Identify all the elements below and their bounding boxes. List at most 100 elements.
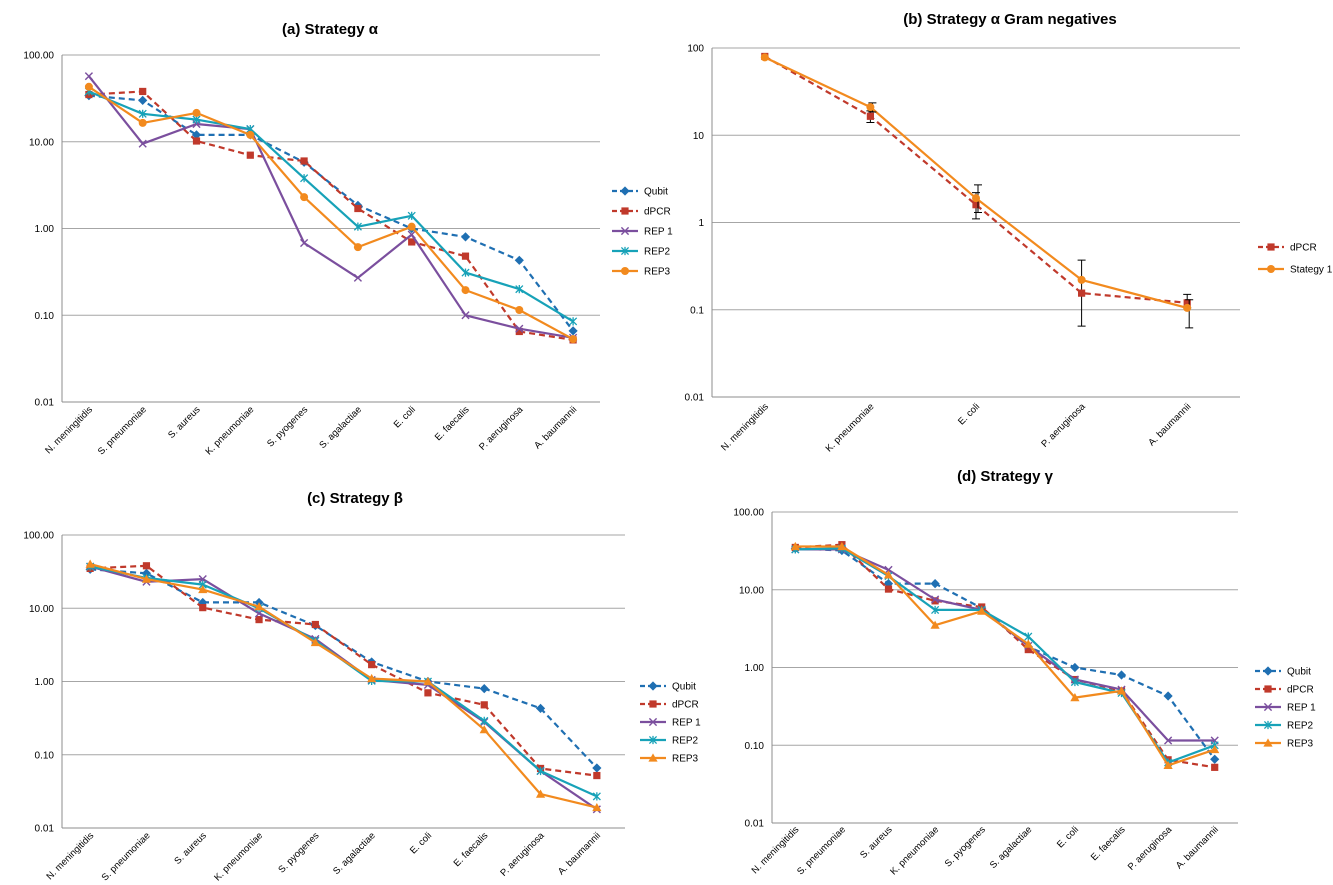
data-point — [300, 193, 309, 202]
series-1 — [760, 53, 1194, 329]
data-point — [408, 238, 416, 246]
data-point — [1183, 299, 1191, 307]
data-point — [407, 222, 416, 231]
data-point — [930, 578, 940, 589]
data-point — [1183, 303, 1192, 312]
y-tick-label: 100.00 — [23, 51, 54, 62]
data-point — [1078, 289, 1086, 297]
data-point — [138, 109, 147, 118]
x-tick-label: P. aeruginosa — [1039, 401, 1088, 450]
legend-marker — [1264, 685, 1272, 693]
legend-marker — [648, 681, 658, 691]
series-1 — [791, 541, 1219, 771]
data-point — [138, 139, 147, 148]
chart-panel-1: (b) Strategy α Gram negatives 100 10 1 0.1 0.… — [685, 11, 1333, 454]
data-point — [461, 252, 470, 260]
legend-label: dPCR — [1287, 685, 1314, 696]
data-point — [85, 559, 95, 568]
x-tick-label: S. aureus — [172, 830, 209, 867]
legend-marker — [620, 186, 630, 196]
data-point — [866, 103, 875, 112]
series-line — [795, 547, 1216, 760]
series-line — [88, 75, 574, 339]
data-point — [138, 95, 148, 105]
x-tick-label: E. coli — [1055, 824, 1081, 850]
legend-label: dPCR — [1290, 243, 1317, 254]
data-point — [1210, 744, 1220, 754]
series-line — [795, 545, 1216, 767]
series-line — [764, 56, 1188, 309]
chart-title: (d) Strategy γ — [957, 468, 1054, 485]
data-point — [1070, 662, 1080, 673]
data-point — [1164, 736, 1173, 745]
data-point — [1070, 693, 1080, 702]
data-point — [515, 305, 524, 314]
x-tick-label: P. aeruginosa — [477, 404, 526, 453]
data-point — [300, 238, 309, 248]
data-point — [515, 327, 523, 336]
legend: Qubit dPCR REP 1 REP2 REP3 — [1255, 666, 1316, 750]
series-3 — [791, 544, 1219, 767]
data-point — [569, 335, 578, 344]
data-point — [310, 637, 320, 647]
series-4 — [84, 82, 578, 344]
data-point — [367, 673, 377, 683]
legend-label: REP3 — [644, 267, 671, 278]
data-point — [199, 604, 207, 612]
x-tick-label: K. pneumoniae — [212, 830, 265, 883]
y-tick-label: 100.00 — [733, 508, 764, 519]
x-tick-label: E. coli — [408, 830, 434, 856]
chart-panel-3: (d) Strategy γ 100.00 10.00 1.00 0.10 0.01N. … — [733, 468, 1316, 877]
x-tick-label: E. faecalis — [1089, 824, 1128, 863]
data-point — [1024, 645, 1032, 654]
legend-label: Qubit — [672, 682, 696, 693]
series-0 — [761, 52, 1192, 327]
data-point — [837, 541, 847, 551]
data-point — [972, 201, 980, 209]
data-point — [198, 584, 208, 594]
legend-label: REP2 — [644, 247, 671, 258]
legend-label: REP2 — [1287, 721, 1314, 732]
series-0 — [84, 91, 578, 336]
x-tick-label: S. pneumoniae — [100, 830, 153, 883]
y-tick-label: 10.00 — [739, 585, 764, 596]
x-tick-label: N. meningitidis — [750, 824, 802, 876]
y-tick-label: 10 — [693, 131, 705, 142]
legend-label: REP3 — [672, 754, 699, 765]
legend-marker — [621, 207, 629, 215]
data-point — [1210, 754, 1220, 764]
series-0 — [85, 564, 602, 773]
series-line — [88, 85, 574, 341]
data-point — [479, 683, 489, 694]
data-point — [931, 605, 940, 615]
data-point — [423, 676, 433, 686]
data-point — [424, 689, 432, 697]
legend: Qubit dPCR REP 1 REP2 REP3 — [640, 681, 701, 765]
chart-title: (b) Strategy α Gram negatives — [903, 11, 1116, 28]
x-tick-label: K. pneumoniae — [824, 401, 877, 454]
series-3 — [84, 87, 578, 326]
data-point — [514, 255, 524, 265]
x-tick-label: S. pyogenes — [943, 824, 988, 869]
x-tick-label: S. aureus — [858, 824, 895, 861]
series-1 — [85, 87, 577, 344]
data-point — [1116, 686, 1127, 695]
legend-label: Stategy 1 — [1290, 265, 1333, 276]
data-point — [139, 87, 147, 96]
data-point — [141, 568, 152, 578]
y-tick-label: 1.00 — [35, 677, 55, 688]
data-point — [300, 157, 308, 165]
series-line — [89, 563, 598, 809]
data-point — [479, 725, 489, 734]
data-point — [515, 324, 524, 333]
data-point — [461, 311, 470, 320]
data-point — [1070, 677, 1079, 687]
series-line — [795, 543, 1215, 769]
data-point — [407, 230, 416, 239]
data-point — [141, 574, 152, 583]
x-tick-label: A. baumannii — [1146, 401, 1193, 448]
data-point — [138, 118, 147, 127]
legend-label: REP3 — [1287, 739, 1314, 750]
legend-label: dPCR — [644, 207, 671, 218]
